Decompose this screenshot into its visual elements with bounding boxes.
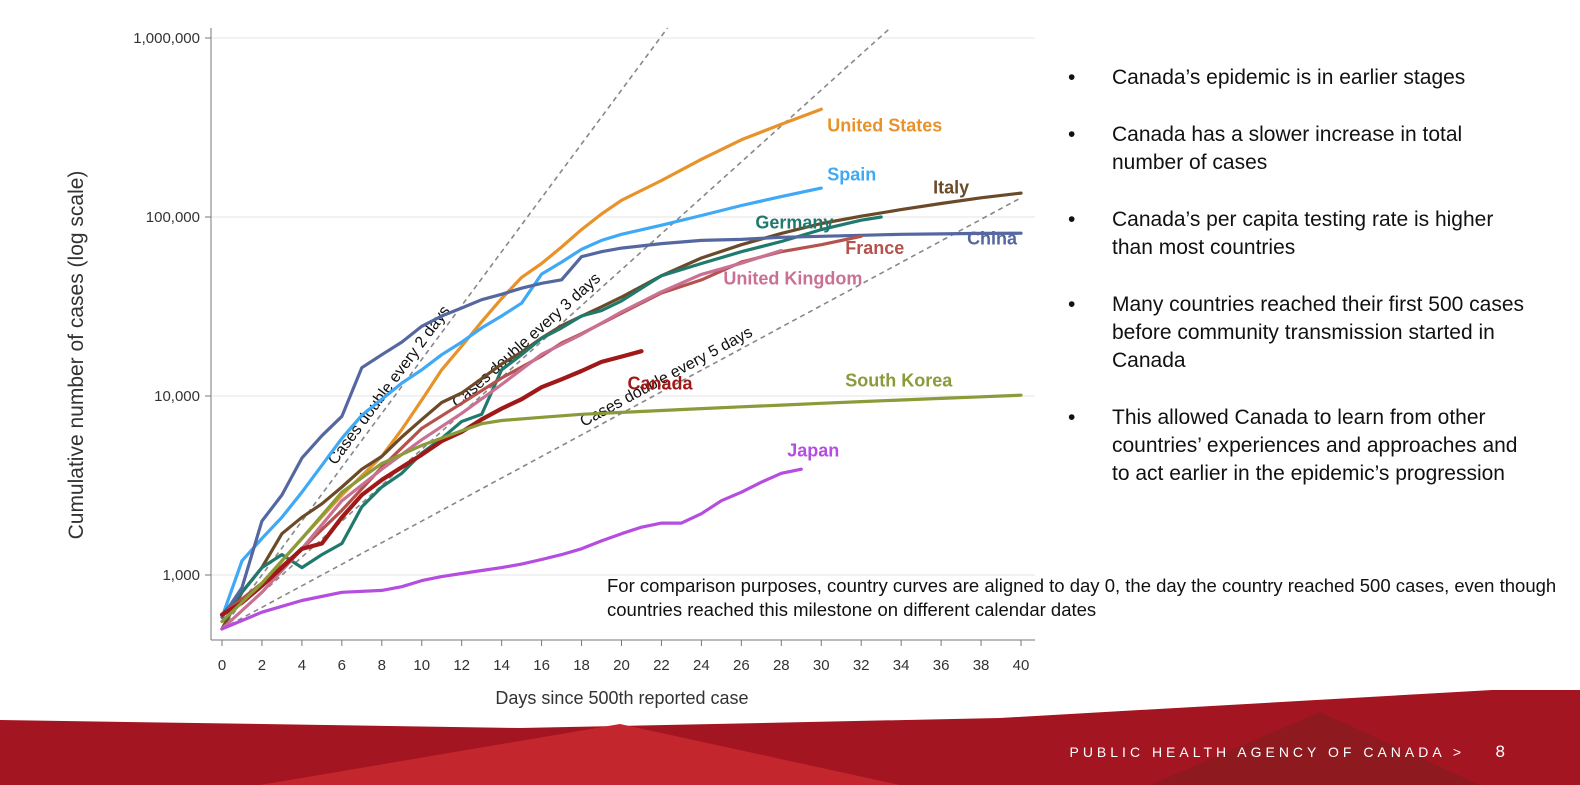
- bullet-item: This allowed Canada to learn from other …: [1068, 404, 1538, 488]
- series-line: [219, 349, 644, 617]
- series-label: South Korea: [845, 370, 953, 390]
- x-tick-label: 16: [533, 657, 550, 674]
- x-tick-label: 8: [378, 657, 386, 674]
- series-label: Germany: [755, 213, 833, 233]
- x-tick-label: 0: [218, 657, 226, 674]
- series-label: France: [845, 238, 904, 258]
- x-tick-label: 6: [338, 657, 346, 674]
- y-tick-label: 10,000: [154, 388, 200, 405]
- x-tick-label: 20: [613, 657, 630, 674]
- series-line: [220, 191, 1023, 631]
- axes: [210, 28, 1035, 641]
- series-label: Canada: [627, 373, 693, 393]
- x-tick-label: 22: [653, 657, 670, 674]
- bullet-item: Canada’s epidemic is in earlier stages: [1068, 64, 1538, 92]
- bullet-list: Canada’s epidemic is in earlier stages C…: [1068, 64, 1538, 517]
- x-tick-label: 12: [453, 657, 470, 674]
- y-tick-label: 1,000: [162, 567, 200, 584]
- footer-facet: [260, 724, 900, 785]
- reference-line: [221, 27, 669, 630]
- series-line: [220, 231, 1023, 619]
- y-axis-title: Cumulative number of cases (log scale): [65, 171, 88, 540]
- series-line: [220, 186, 823, 619]
- series-label: China: [967, 229, 1018, 249]
- x-axis-title: Days since 500th reported case: [495, 688, 748, 708]
- reference-line-label: Cases double every 3 days: [449, 270, 604, 412]
- x-tick-label: 4: [298, 657, 306, 674]
- series-label: Italy: [933, 178, 969, 198]
- x-tick-label: 36: [933, 657, 950, 674]
- series-line: [220, 107, 823, 624]
- x-tick-label: 14: [493, 657, 510, 674]
- comparison-note: For comparison purposes, country curves …: [607, 575, 1557, 620]
- x-tick-label: 24: [693, 657, 710, 674]
- x-ticks: 0 2 4 6 8 10 12 14 16 18 20 22 24 26 28 30 32 34 36 38 40: [218, 640, 1030, 674]
- x-tick-label: 18: [573, 657, 590, 674]
- footer-banner: [0, 690, 1580, 785]
- x-tick-label: 30: [813, 657, 830, 674]
- series-line: [220, 467, 803, 631]
- series-line: [220, 393, 1023, 624]
- series-label: Spain: [827, 164, 876, 184]
- footer-facet: [1150, 712, 1480, 785]
- series-line: [220, 248, 783, 631]
- page-number: 8: [1495, 742, 1505, 761]
- reference-line: [221, 27, 891, 630]
- footer-band: [0, 690, 1580, 785]
- y-tick-label: 100,000: [146, 209, 200, 226]
- y-tick-label: 1,000,000: [133, 30, 200, 47]
- series-label: United States: [827, 116, 942, 136]
- bullet-item: Canada has a slower increase in total nu…: [1068, 121, 1538, 177]
- series-labels: United States Spain Italy Germany China Franc…: [627, 116, 1018, 461]
- gridlines: [211, 37, 1035, 576]
- x-tick-label: 2: [258, 657, 266, 674]
- x-tick-label: 34: [893, 657, 910, 674]
- x-tick-label: 38: [973, 657, 990, 674]
- agency-name: PUBLIC HEALTH AGENCY OF CANADA >: [1069, 744, 1465, 760]
- bullet-item: Many countries reached their first 500 c…: [1068, 291, 1538, 375]
- x-tick-label: 10: [413, 657, 430, 674]
- series-lines: [219, 107, 1023, 631]
- x-tick-label: 32: [853, 657, 870, 674]
- series-label: Japan: [787, 440, 839, 460]
- y-ticks: 1,000 10,000 100,000 1,000,000: [133, 30, 211, 584]
- x-tick-label: 40: [1013, 657, 1030, 674]
- x-tick-label: 28: [773, 657, 790, 674]
- series-label: United Kingdom: [723, 268, 862, 288]
- bullet-item: Canada’s per capita testing rate is high…: [1068, 206, 1538, 262]
- x-tick-label: 26: [733, 657, 750, 674]
